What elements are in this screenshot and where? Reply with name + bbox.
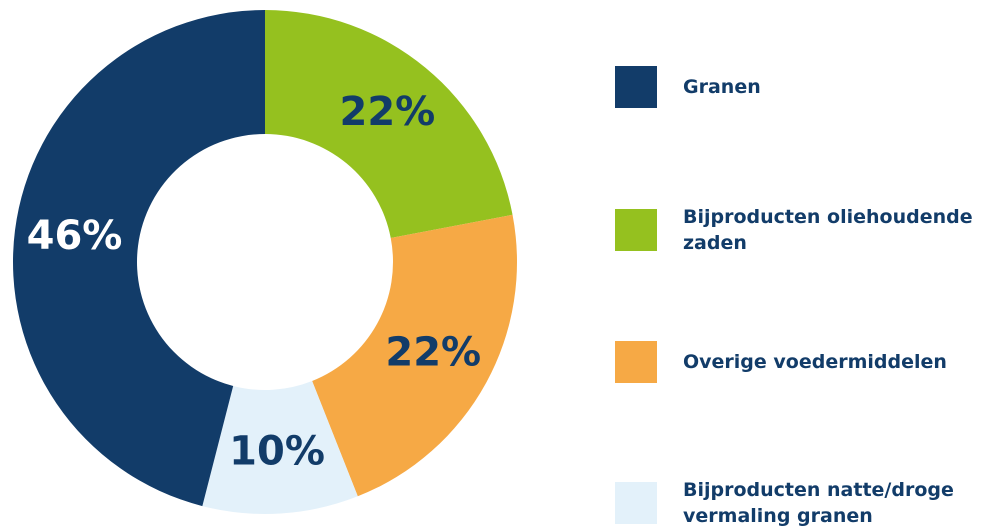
slice-label: 10% (229, 429, 325, 475)
legend-swatch (615, 66, 657, 108)
legend-label: Granen (683, 76, 761, 98)
legend-swatch (615, 341, 657, 383)
legend-label: Bijproducten natte/droge vermaling grane… (683, 479, 954, 527)
chart: 22% 22% 10% 46% (12, 10, 517, 514)
donut-slice (202, 381, 358, 514)
donut-slice (312, 214, 517, 497)
legend-entry: Overige voedermiddelen (615, 341, 1008, 383)
legend: Granen Bijproducten oliehoudende zaden Ove… (615, 0, 1008, 530)
slice-label: 22% (340, 89, 436, 135)
legend-entry: Bijproducten natte/droge vermaling grane… (615, 477, 1008, 529)
slice-label: 46% (27, 213, 123, 259)
legend-swatch (615, 209, 657, 251)
legend-entry: Granen (615, 66, 1008, 108)
slice-label: 22% (385, 329, 481, 375)
donut-slice (265, 10, 513, 239)
legend-entry: Bijproducten oliehoudende zaden (615, 204, 1008, 256)
legend-label: Overige voedermiddelen (683, 351, 947, 373)
legend-swatch (615, 482, 657, 524)
legend-label: Bijproducten oliehoudende zaden (683, 206, 973, 254)
donut-slice (12, 10, 265, 507)
